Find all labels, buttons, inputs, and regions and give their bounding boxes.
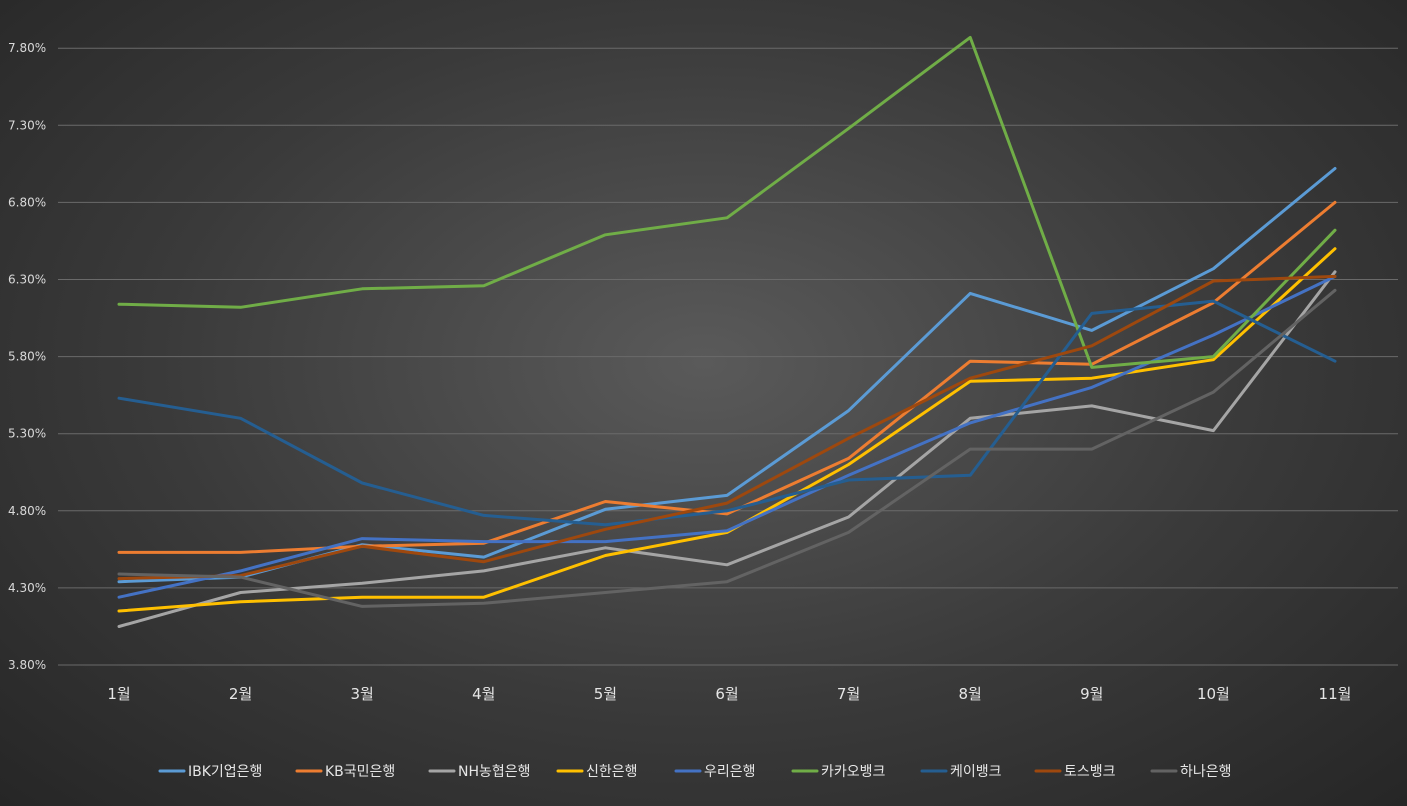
legend-label: IBK기업은행 (188, 764, 262, 780)
y-tick-label: 5.80% (8, 350, 46, 364)
series-line-2 (117, 200, 1337, 554)
legend-label: 우리은행 (704, 764, 756, 780)
series-line-3 (117, 270, 1337, 628)
series-line-9 (117, 288, 1337, 608)
x-tick-label: 1월 (107, 685, 130, 703)
legend-label: KB국민은행 (325, 764, 395, 780)
legend-label: NH농협은행 (458, 764, 531, 780)
legend-label: 토스뱅크 (1064, 764, 1116, 780)
x-tick-label: 5월 (594, 685, 617, 703)
legend-label: 하나은행 (1180, 764, 1232, 780)
y-tick-label: 6.30% (8, 273, 46, 287)
y-tick-label: 7.30% (8, 118, 46, 132)
series-line-5 (117, 274, 1337, 599)
y-tick-label: 6.80% (8, 195, 46, 209)
x-tick-label: 7월 (837, 685, 860, 703)
y-tick-label: 7.80% (8, 41, 46, 55)
series-line-4 (117, 247, 1337, 613)
x-tick-label: 8월 (959, 685, 982, 703)
y-tick-label: 3.80% (8, 658, 46, 672)
x-tick-label: 9월 (1080, 685, 1103, 703)
x-tick-label: 10월 (1197, 685, 1230, 703)
y-axis-ticks: 3.80% 4.30% 4.80% 5.30% 5.80% 6.30% 6.80% 7.30%… (8, 41, 46, 672)
x-tick-label: 3월 (351, 685, 374, 703)
legend-label: 신한은행 (586, 764, 638, 780)
y-tick-label: 4.30% (8, 581, 46, 595)
y-tick-label: 4.80% (8, 504, 46, 518)
series-line-1 (117, 167, 1337, 584)
x-tick-label: 6월 (715, 685, 738, 703)
x-tick-label: 11월 (1319, 685, 1352, 703)
series-line-8 (117, 274, 1337, 581)
x-tick-label: 2월 (229, 685, 252, 703)
x-tick-label: 4월 (472, 685, 495, 703)
series-line-7 (117, 299, 1337, 527)
legend: IBK기업은행 KB국민은행 NH농협은행 신한은행 우리은행 카카오뱅크 케이뱅크 토스뱅크… (158, 764, 1232, 780)
y-tick-label: 5.30% (8, 427, 46, 441)
x-axis-ticks: 1월 2월 3월 4월 5월 6월 7월 8월 9월 10월 11월 (107, 685, 1351, 703)
legend-label: 카카오뱅크 (821, 764, 886, 780)
series-lines (117, 35, 1337, 628)
legend-label: 케이뱅크 (950, 764, 1002, 780)
series-line-6 (117, 35, 1337, 369)
